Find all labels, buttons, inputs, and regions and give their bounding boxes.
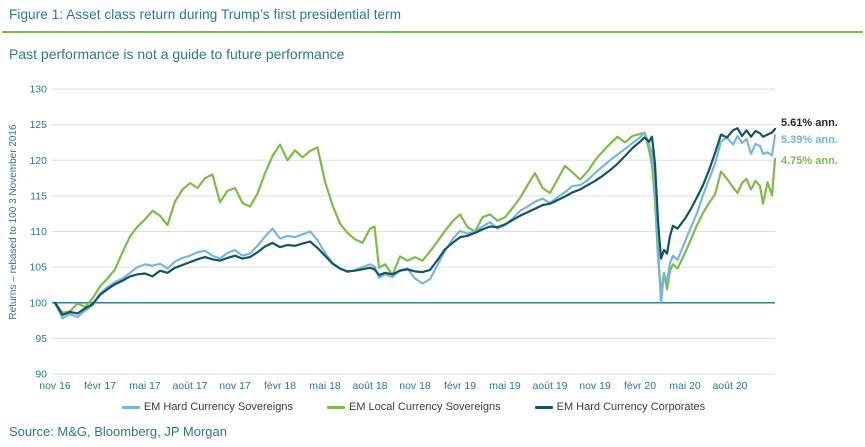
svg-text:nov 17: nov 17 bbox=[219, 380, 251, 392]
svg-text:août 19: août 19 bbox=[532, 380, 567, 392]
svg-text:mai 17: mai 17 bbox=[129, 380, 161, 392]
svg-text:mai 18: mai 18 bbox=[309, 380, 341, 392]
subtitle: Past performance is not a guide to futur… bbox=[9, 46, 345, 62]
legend-swatch-dark bbox=[534, 405, 553, 409]
svg-text:115: 115 bbox=[30, 190, 47, 202]
annotation-corporates-return: 5.61% ann. bbox=[781, 117, 838, 129]
svg-text:févr 19: févr 19 bbox=[444, 380, 476, 392]
svg-text:févr 18: févr 18 bbox=[264, 380, 296, 392]
svg-text:févr 17: févr 17 bbox=[84, 380, 116, 392]
annotation-hard-sovereigns-return: 5.39% ann. bbox=[781, 134, 838, 146]
legend-item-hard-currency-sovereigns: EM Hard Currency Sovereigns bbox=[121, 401, 293, 413]
svg-text:120: 120 bbox=[29, 155, 47, 167]
svg-text:110: 110 bbox=[30, 226, 47, 238]
source-line: Source: M&G, Bloomberg, JP Morgan bbox=[9, 424, 227, 439]
legend-label: EM Hard Currency Sovereigns bbox=[143, 401, 293, 413]
svg-text:90: 90 bbox=[35, 369, 47, 381]
chart-legend: EM Hard Currency Sovereigns EM Local Cur… bbox=[52, 398, 775, 416]
annualised-return-annotations: 5.61% ann. 5.39% ann. 4.75% ann. bbox=[781, 115, 838, 170]
legend-swatch-green bbox=[326, 405, 345, 409]
legend-label: EM Hard Currency Corporates bbox=[556, 401, 706, 413]
legend-swatch-blue bbox=[121, 405, 140, 409]
svg-text:août 20: août 20 bbox=[712, 380, 747, 392]
svg-text:130: 130 bbox=[29, 84, 47, 96]
legend-item-hard-currency-corporates: EM Hard Currency Corporates bbox=[534, 401, 706, 413]
figure-title: Figure 1: Asset class return during Trum… bbox=[9, 7, 402, 22]
svg-text:100: 100 bbox=[29, 297, 47, 309]
annotation-local-sovereigns-return: 4.75% ann. bbox=[781, 155, 838, 167]
svg-text:août 18: août 18 bbox=[352, 380, 387, 392]
svg-text:125: 125 bbox=[29, 119, 47, 131]
svg-text:nov 19: nov 19 bbox=[579, 380, 611, 392]
svg-text:févr 20: févr 20 bbox=[624, 380, 656, 392]
svg-text:nov 18: nov 18 bbox=[399, 380, 431, 392]
legend-item-local-currency-sovereigns: EM Local Currency Sovereigns bbox=[326, 401, 501, 413]
legend-label: EM Local Currency Sovereigns bbox=[348, 401, 501, 413]
svg-text:août 17: août 17 bbox=[172, 380, 207, 392]
svg-text:mai 20: mai 20 bbox=[669, 380, 701, 392]
svg-text:105: 105 bbox=[29, 262, 47, 274]
title-divider bbox=[2, 31, 863, 33]
svg-text:95: 95 bbox=[35, 333, 47, 345]
svg-text:nov 16: nov 16 bbox=[39, 380, 71, 392]
svg-text:mai 19: mai 19 bbox=[489, 380, 521, 392]
